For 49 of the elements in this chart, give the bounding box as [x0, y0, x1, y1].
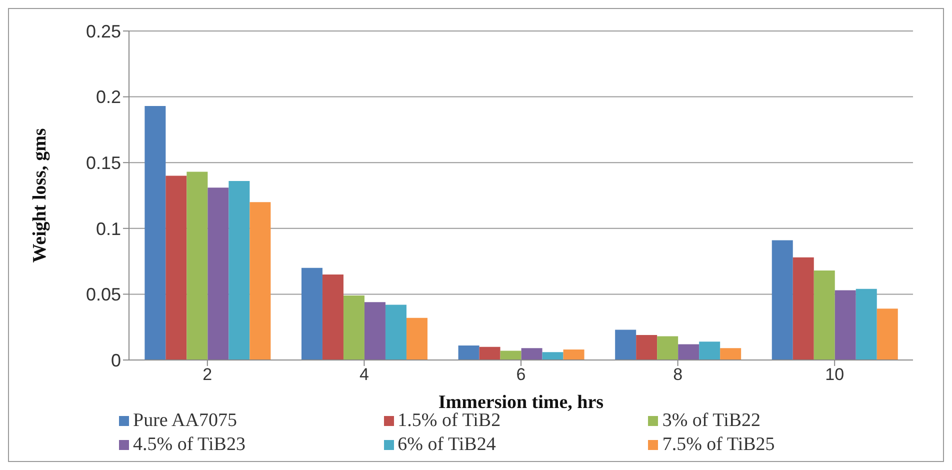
y-tick-label: 0.15	[86, 152, 121, 173]
bar	[343, 296, 364, 360]
bar	[876, 308, 898, 360]
bar	[657, 336, 678, 360]
bar	[814, 270, 835, 360]
bar	[636, 334, 658, 360]
bar	[720, 348, 742, 360]
x-tick-label: 10	[825, 365, 844, 384]
bar	[792, 257, 814, 360]
legend-label: Pure AA7075	[133, 410, 237, 432]
bar	[385, 304, 406, 360]
y-tick-label: 0.05	[86, 284, 121, 305]
bar	[678, 344, 700, 360]
bar	[166, 176, 187, 360]
x-axis-title: Immersion time, hrs	[438, 392, 604, 413]
y-tick-label: 0.2	[96, 87, 121, 108]
bar	[500, 350, 522, 360]
bar	[458, 346, 480, 360]
x-tick-label: 6	[516, 365, 526, 384]
bar	[834, 290, 856, 360]
bar	[521, 348, 542, 360]
bar	[406, 318, 428, 360]
x-tick-label: 8	[673, 365, 683, 384]
legend-label: 7.5% of TiB25	[662, 434, 775, 456]
bar	[364, 302, 386, 360]
x-tick-label: 2	[202, 365, 212, 384]
bar	[615, 330, 636, 360]
y-tick-label: 0	[110, 350, 121, 370]
bar	[856, 288, 877, 360]
bar	[228, 181, 250, 360]
bar	[301, 268, 322, 360]
bar	[772, 240, 793, 360]
x-tick-label: 4	[359, 365, 369, 384]
bar	[208, 188, 229, 360]
y-axis-title: Weight loss, gms	[30, 128, 51, 263]
y-tick-label: 0.25	[86, 21, 121, 42]
legend-label: 4.5% of TiB23	[133, 434, 246, 456]
bar	[250, 202, 271, 360]
legend-label: 1.5% of TiB2	[398, 410, 501, 432]
bar	[322, 274, 344, 360]
bar	[563, 349, 584, 360]
bar	[699, 342, 720, 360]
bar	[542, 352, 564, 360]
legend-label: 3% of TiB22	[662, 410, 761, 432]
bar	[186, 172, 208, 360]
y-tick-label: 0.1	[96, 218, 121, 239]
bar	[479, 346, 500, 360]
legend-label: 6% of TiB24	[398, 434, 496, 456]
bar	[144, 106, 166, 360]
